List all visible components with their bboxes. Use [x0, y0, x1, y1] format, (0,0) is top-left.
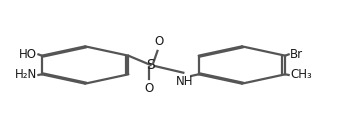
Text: CH₃: CH₃	[290, 69, 312, 82]
Text: H₂N: H₂N	[15, 69, 37, 82]
Text: O: O	[144, 82, 154, 95]
Text: S: S	[146, 58, 155, 72]
Text: NH: NH	[176, 75, 194, 88]
Text: Br: Br	[290, 48, 303, 61]
Text: O: O	[155, 35, 164, 48]
Text: HO: HO	[19, 48, 37, 61]
